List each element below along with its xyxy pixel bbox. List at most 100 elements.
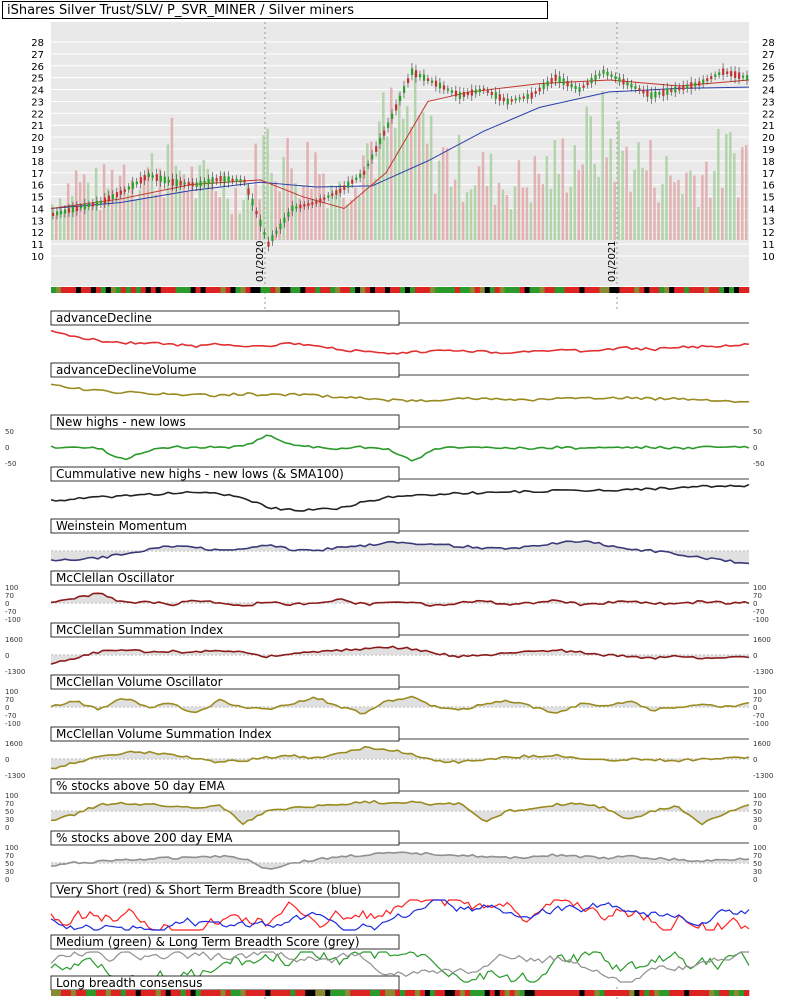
volume-bar	[262, 134, 265, 240]
candle-body	[235, 178, 238, 182]
panel-label-box	[50, 934, 400, 950]
candle-body	[115, 192, 119, 197]
volume-bar	[469, 189, 473, 240]
volume-bar	[150, 153, 154, 240]
candle-body	[686, 84, 689, 89]
candle-body	[307, 203, 310, 206]
breadth-color-strip	[624, 287, 630, 293]
consensus-color-strip	[90, 990, 97, 996]
panel-y-tick-right: 1600	[753, 740, 771, 748]
consensus-color-strip	[95, 990, 102, 996]
price-y-tick-left: 28	[31, 38, 44, 49]
volume-bar	[242, 199, 245, 240]
breadth-color-strip	[95, 287, 102, 293]
panel-y-tick-right: 50	[753, 860, 762, 868]
breadth-color-strip	[404, 287, 411, 293]
volume-bar	[118, 175, 122, 240]
consensus-color-strip	[704, 990, 710, 996]
volume-bar	[278, 191, 281, 240]
volume-bar	[457, 134, 461, 240]
breadth-color-strip	[499, 287, 505, 293]
volume-bar	[86, 182, 90, 240]
candle-body	[622, 78, 625, 85]
breadth-color-strip	[160, 287, 166, 293]
breadth-color-strip	[584, 287, 590, 293]
breadth-color-strip	[529, 287, 535, 293]
panel-y-tick-left: 0	[5, 876, 9, 884]
panel-y-tick-right: -70	[753, 608, 764, 616]
consensus-color-strip	[644, 990, 650, 996]
panel-fill-area	[51, 646, 749, 665]
candle-body	[223, 176, 226, 182]
volume-bar	[485, 185, 489, 240]
candle-body	[127, 186, 130, 190]
volume-bar	[194, 198, 198, 240]
volume-bar	[521, 187, 525, 240]
candle-body	[422, 74, 426, 81]
consensus-color-strip	[419, 990, 426, 996]
candle-body	[83, 203, 87, 210]
breadth-color-strip	[634, 287, 640, 293]
candle-body	[191, 182, 194, 187]
breadth-color-strip	[519, 287, 525, 293]
candle-body	[227, 176, 230, 183]
breadth-color-strip	[724, 287, 730, 293]
consensus-color-strip	[145, 990, 152, 996]
breadth-color-strip	[370, 287, 376, 293]
breadth-color-strip	[554, 287, 560, 293]
candle-body	[470, 89, 473, 96]
candle-body	[486, 90, 489, 93]
consensus-color-strip	[474, 990, 481, 996]
volume-bar	[166, 144, 170, 240]
candle-body	[530, 92, 533, 99]
breadth-color-strip	[609, 287, 615, 293]
volume-bar	[146, 167, 150, 240]
volume-bar	[421, 112, 425, 240]
candle-body	[650, 92, 653, 99]
volume-bar	[246, 184, 249, 240]
consensus-color-strip	[115, 990, 122, 996]
breadth-score-line	[50, 899, 750, 931]
candle-body	[163, 176, 166, 184]
candle-body	[67, 208, 71, 213]
volume-bar	[326, 207, 329, 240]
candle-body	[399, 95, 402, 102]
breadth-color-strip	[684, 287, 690, 293]
candle-body	[462, 92, 466, 97]
panel-label: Very Short (red) & Short Term Breadth Sc…	[56, 883, 362, 897]
candle-body	[694, 82, 697, 87]
panel-y-tick-left: -1300	[5, 668, 25, 676]
candle-body	[387, 122, 390, 128]
breadth-color-strip	[664, 287, 670, 293]
volume-bar	[629, 191, 632, 240]
candle-body	[642, 89, 645, 94]
breadth-color-strip	[170, 287, 176, 293]
consensus-color-strip	[260, 990, 266, 996]
consensus-color-strip	[449, 990, 456, 996]
panel-label: Weinstein Momentum	[56, 519, 187, 533]
candle-body	[239, 179, 242, 183]
panel-y-tick-right: 50	[753, 808, 762, 816]
price-y-tick-left: 24	[31, 86, 44, 97]
breadth-color-strip	[549, 287, 555, 293]
breadth-color-strip	[429, 287, 436, 293]
panel-y-tick-right: 30	[753, 868, 762, 876]
panel-label-box	[50, 622, 400, 638]
candle-body	[610, 74, 613, 77]
consensus-color-strip	[130, 990, 137, 996]
volume-bar	[134, 200, 138, 240]
candle-body	[618, 77, 621, 82]
price-y-tick-right: 14	[762, 204, 775, 215]
volume-bar	[669, 175, 672, 240]
candle-body	[283, 217, 286, 224]
candle-body	[107, 195, 111, 202]
panel-label-box	[50, 674, 400, 690]
consensus-color-strip	[275, 990, 281, 996]
breadth-color-strip	[469, 287, 476, 293]
price-y-tick-left: 15	[31, 193, 44, 204]
price-y-tick-right: 23	[762, 97, 775, 108]
volume-bar	[182, 174, 186, 240]
candle-body	[626, 81, 629, 86]
price-y-tick-left: 11	[31, 240, 44, 251]
volume-bar	[537, 173, 541, 240]
